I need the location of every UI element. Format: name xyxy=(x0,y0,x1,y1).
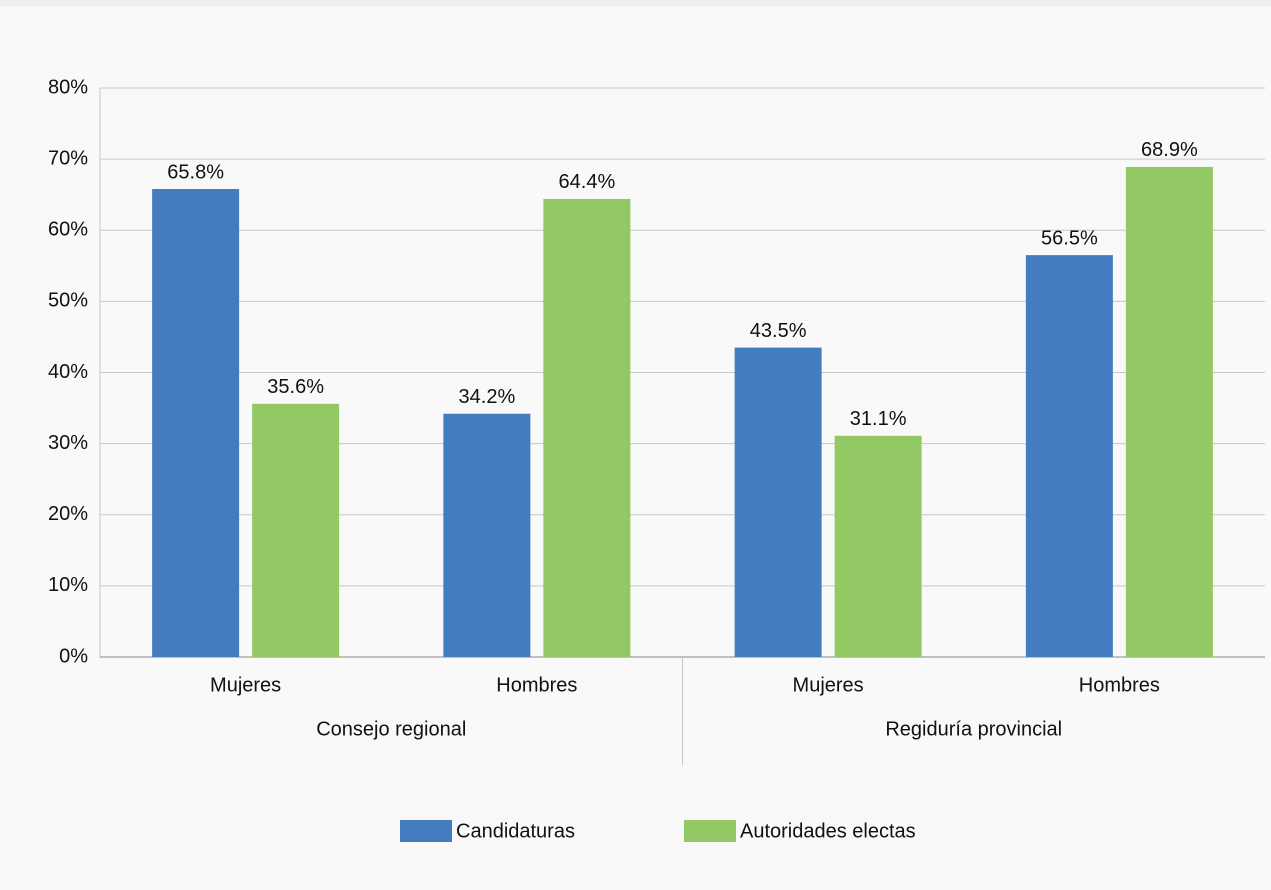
bar xyxy=(152,188,240,657)
value-label: 31.1% xyxy=(850,408,907,430)
group-label: Regiduría provincial xyxy=(885,718,1062,740)
bar xyxy=(1125,166,1213,658)
y-tick-label: 80% xyxy=(48,76,88,98)
y-tick-label: 30% xyxy=(48,432,88,454)
bar xyxy=(834,435,922,657)
value-label: 34.2% xyxy=(459,386,516,408)
bar xyxy=(1025,255,1113,658)
legend-swatch xyxy=(684,820,736,842)
bar xyxy=(443,413,531,657)
value-label: 68.9% xyxy=(1141,139,1198,161)
bar xyxy=(734,347,822,657)
x-tick-label: Hombres xyxy=(1079,674,1160,696)
value-label: 64.4% xyxy=(559,171,616,193)
y-tick-label: 0% xyxy=(59,645,88,667)
bar xyxy=(543,198,631,657)
y-tick-label: 10% xyxy=(48,574,88,596)
x-tick-label: Hombres xyxy=(496,674,577,696)
x-tick-label: Mujeres xyxy=(210,674,281,696)
legend-swatch xyxy=(400,820,452,842)
x-tick-label: Mujeres xyxy=(793,674,864,696)
y-tick-label: 70% xyxy=(48,147,88,169)
group-label: Consejo regional xyxy=(316,718,466,740)
y-tick-label: 50% xyxy=(48,290,88,312)
legend-label: Autoridades electas xyxy=(740,820,916,842)
bar xyxy=(252,403,340,657)
legend-label: Candidaturas xyxy=(456,820,575,842)
value-label: 65.8% xyxy=(167,161,224,183)
value-label: 43.5% xyxy=(750,320,807,342)
y-tick-label: 40% xyxy=(48,361,88,383)
value-label: 56.5% xyxy=(1041,227,1098,249)
y-tick-label: 60% xyxy=(48,219,88,241)
y-tick-label: 20% xyxy=(48,503,88,525)
value-label: 35.6% xyxy=(267,376,324,398)
